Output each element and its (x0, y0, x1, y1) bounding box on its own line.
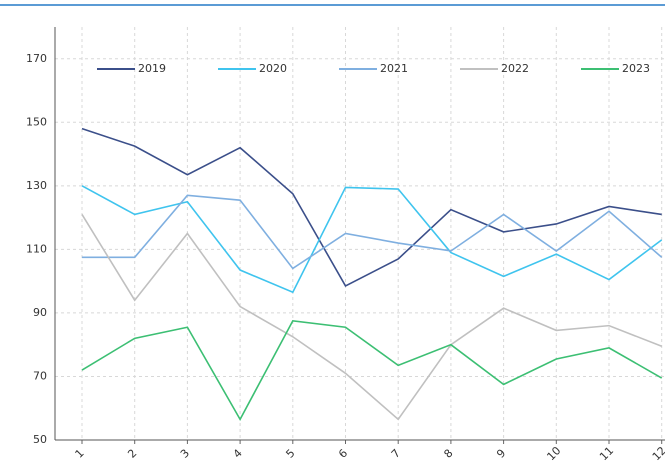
y-tick-label: 150 (26, 115, 47, 128)
x-tick-label: 2 (125, 447, 139, 461)
y-tick-label: 110 (26, 242, 47, 255)
legend-label: 2019 (138, 62, 166, 75)
y-tick-label: 90 (33, 306, 47, 319)
legend-label: 2021 (380, 62, 408, 75)
series-line (81, 127, 662, 287)
y-tick-label: 50 (33, 433, 47, 446)
x-tick-label: 1 (73, 447, 87, 461)
x-tick-label: 4 (231, 447, 245, 461)
y-tick-label: 130 (26, 179, 47, 192)
series-line (81, 320, 663, 422)
y-tick-label: 70 (33, 369, 47, 382)
x-tick-label: 12 (650, 444, 665, 461)
legend-label: 2020 (259, 62, 287, 75)
series-line (82, 194, 663, 270)
x-tick-label: 11 (597, 444, 616, 461)
legend-label: 2022 (501, 62, 529, 75)
x-tick-label: 3 (178, 447, 192, 461)
x-tick-label: 6 (336, 447, 350, 461)
x-tick-label: 10 (544, 444, 563, 461)
legend-label: 2023 (622, 62, 650, 75)
x-tick-label: 9 (494, 447, 508, 461)
series-line (81, 185, 663, 294)
x-tick-label: 8 (441, 447, 455, 461)
y-tick-label: 170 (26, 52, 47, 65)
x-tick-label: 7 (389, 447, 403, 461)
series-line (81, 214, 662, 421)
x-tick-label: 5 (283, 447, 297, 461)
